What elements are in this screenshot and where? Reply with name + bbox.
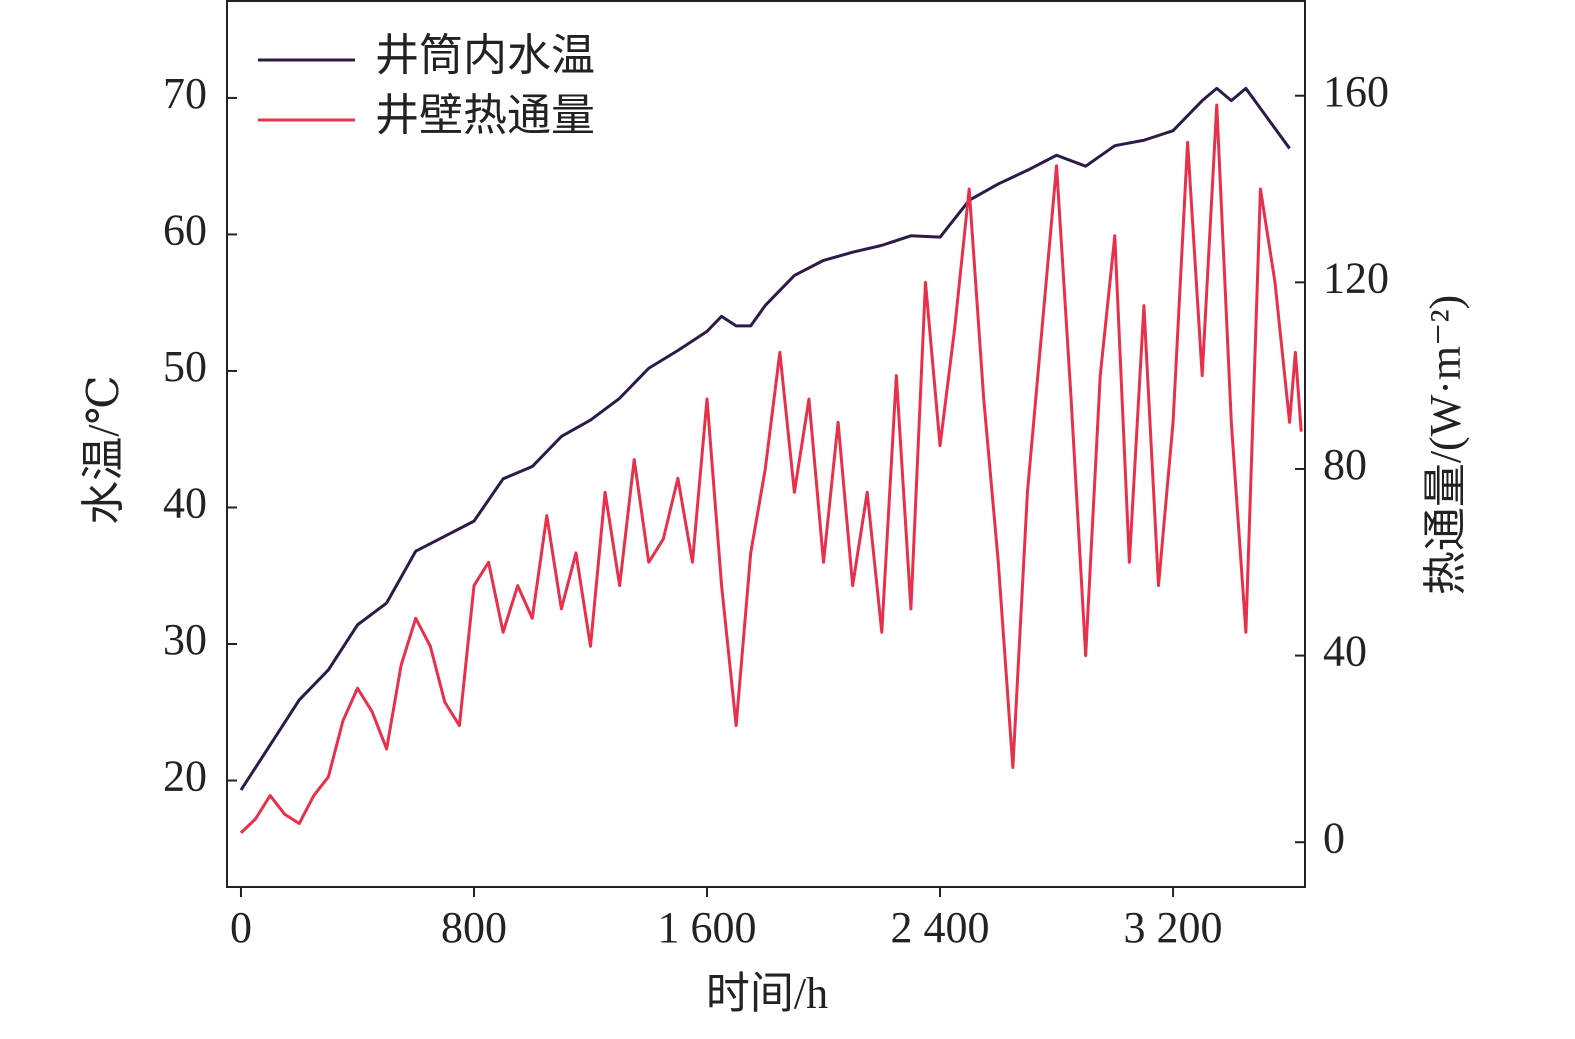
y2-tick-label: 120 [1323,253,1389,302]
y-axis-label: 水温/℃ [79,375,128,524]
y2-axis-label: 热通量/(W·m⁻²) [1421,295,1470,595]
data-line [239,86,1291,791]
y2-tick-label: 40 [1323,627,1367,676]
y-tick-label: 60 [163,206,207,255]
plot-frame [226,0,1306,888]
y-tick-label: 40 [163,479,207,528]
y-tick-label: 50 [163,342,207,391]
x-tick-label: 800 [441,903,507,952]
y-tick-label: 20 [163,752,207,801]
x-tick-label: 2 400 [891,903,990,952]
y2-tick-label: 0 [1323,813,1345,862]
y2-tick-label: 80 [1323,440,1367,489]
y-tick-label: 30 [163,615,207,664]
y2-tick-label: 160 [1323,67,1389,116]
x-tick-label: 0 [230,903,252,952]
x-axis-label: 时间/h [706,969,828,1018]
legend-label: 井筒内水温 [375,31,595,80]
data-line [239,103,1303,834]
x-tick-label: 3 200 [1124,903,1223,952]
y-tick-label: 70 [163,69,207,118]
x-tick-label: 1 600 [658,903,757,952]
legend-label: 井壁热通量 [375,91,595,140]
